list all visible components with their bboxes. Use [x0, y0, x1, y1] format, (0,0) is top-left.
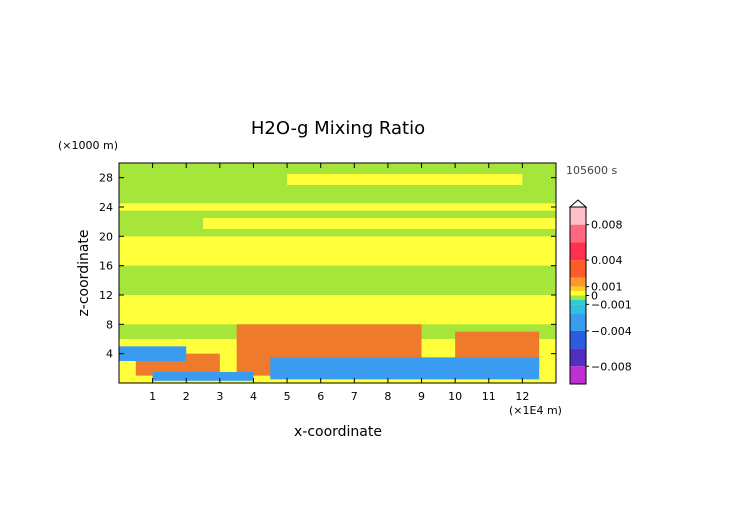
- colorbar-segment: [570, 304, 586, 314]
- colorbar-segment: [570, 277, 586, 287]
- x-tick-label: 6: [317, 390, 324, 403]
- colorbar-segment: [570, 260, 586, 278]
- x-tick-label: 7: [351, 390, 358, 403]
- colorbar-segment: [570, 313, 586, 331]
- x-tick-label: 9: [418, 390, 425, 403]
- colorbar-tick-label: 0.004: [591, 254, 623, 267]
- colorbar-segment: [570, 299, 586, 305]
- x-tick-label: 3: [216, 390, 223, 403]
- x-axis: 1 2 3 4 5 6 7 8 9 10 11 12: [149, 163, 529, 403]
- heatmap-region-yellow-3: [119, 203, 556, 211]
- x-unit-label: (×1E4 m): [509, 404, 562, 417]
- colorbar-segment: [570, 207, 586, 225]
- y-tick-label: 16: [99, 260, 113, 273]
- heatmap-region-blue-11: [270, 357, 540, 380]
- x-tick-label: 5: [284, 390, 291, 403]
- heatmap-region-yellow-5: [287, 174, 523, 185]
- y-tick-label: 28: [99, 172, 113, 185]
- colorbar-arrow: [568, 199, 588, 208]
- y-tick-label: 24: [99, 201, 113, 214]
- y-unit-label: (×1000 m): [58, 139, 118, 152]
- x-tick-label: 4: [250, 390, 257, 403]
- y-axis-title: z-coordinate: [76, 229, 92, 316]
- x-tick-label: 10: [448, 390, 462, 403]
- colorbar-segment: [570, 295, 586, 300]
- heatmap-region-yellow-2: [119, 236, 556, 266]
- x-tick-label: 1: [149, 390, 156, 403]
- colorbar-tick-label: −0.008: [591, 360, 632, 373]
- y-axis: 4 8 12 16 20 24 28: [99, 172, 556, 361]
- colorbar-segment: [570, 330, 586, 349]
- colorbar-segment: [570, 224, 586, 243]
- colorbar-segment: [570, 286, 586, 292]
- colorbar-segment: [570, 291, 586, 296]
- colorbar-tick-label: −0.004: [591, 325, 632, 338]
- time-label: 105600 s: [566, 164, 617, 177]
- colorbar-segment: [570, 348, 586, 367]
- heatmap-region-blue-10: [119, 346, 187, 361]
- chart-title: H2O-g Mixing Ratio: [251, 118, 425, 139]
- heatmap-region-blue-12: [152, 372, 254, 381]
- x-tick-label: 8: [384, 390, 391, 403]
- x-tick-label: 11: [482, 390, 496, 403]
- colorbar-tick-label: −0.001: [591, 298, 632, 311]
- colorbar-tick-label: 0: [591, 290, 598, 303]
- x-tick-label: 12: [515, 390, 529, 403]
- y-tick-label: 8: [106, 318, 113, 331]
- y-tick-label: 4: [106, 348, 113, 361]
- colorbar-tick-label: 0.008: [591, 219, 623, 232]
- y-tick-label: 20: [99, 230, 113, 243]
- plot-frame: [118, 162, 557, 384]
- x-tick-label: 2: [183, 390, 190, 403]
- heatmap-field: [119, 163, 556, 383]
- x-axis-title: x-coordinate: [294, 424, 382, 440]
- colorbar-segment: [570, 242, 586, 261]
- heatmap-region-yellow-4: [203, 218, 556, 229]
- heatmap-region-yellow-1: [119, 295, 556, 325]
- colorbar-tick-label: 0.001: [591, 281, 623, 294]
- colorbar-segment: [570, 366, 586, 384]
- y-tick-label: 12: [99, 289, 113, 302]
